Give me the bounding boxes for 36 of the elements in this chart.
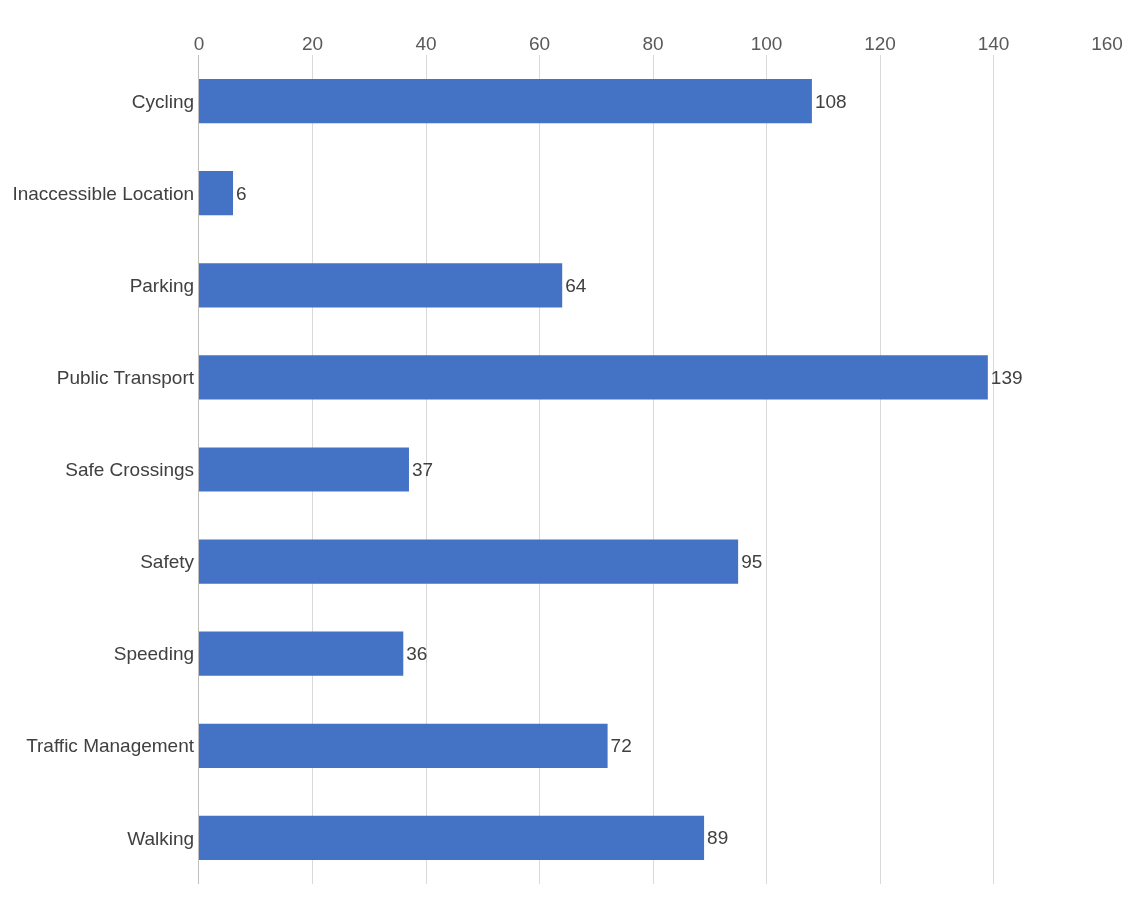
x-tick-label: 120	[864, 33, 896, 55]
y-tick-label: Traffic Management	[26, 735, 195, 757]
y-tick-label: Inaccessible Location	[12, 182, 195, 204]
data-label: 64	[565, 274, 587, 296]
data-label: 139	[990, 366, 1023, 388]
y-tick-label: Safety	[140, 551, 195, 573]
y-tick-label: Cycling	[131, 90, 195, 112]
y-tick-label: Public Transport	[56, 367, 195, 389]
x-tick-label: 60	[528, 33, 551, 55]
y-tick-label: Walking	[127, 827, 195, 849]
y-tick-label: Speeding	[113, 643, 195, 665]
data-label: 95	[741, 551, 763, 573]
bar	[199, 631, 404, 676]
bar	[199, 447, 409, 492]
data-label: 72	[610, 735, 632, 757]
data-label: 6	[236, 182, 247, 204]
x-tick-label: 140	[977, 33, 1010, 55]
bar	[199, 78, 812, 124]
data-label: 37	[411, 459, 434, 480]
x-tick-label: 160	[1091, 33, 1123, 55]
x-tick-label: 40	[415, 33, 437, 55]
bar	[199, 355, 988, 400]
data-label: 36	[406, 643, 428, 665]
data-label: 108	[814, 90, 847, 112]
bar	[199, 723, 608, 768]
y-tick-label: Safe Crossings	[65, 459, 195, 481]
bar	[199, 539, 739, 584]
y-tick-label: Parking	[129, 274, 195, 296]
x-tick-label: 100	[750, 33, 783, 55]
x-tick-label: 0	[193, 33, 205, 55]
bar	[199, 263, 563, 308]
x-tick-label: 80	[642, 33, 664, 55]
bar	[199, 815, 705, 861]
bar	[199, 171, 234, 216]
data-label: 89	[707, 827, 729, 849]
x-tick-label: 20	[301, 33, 324, 55]
